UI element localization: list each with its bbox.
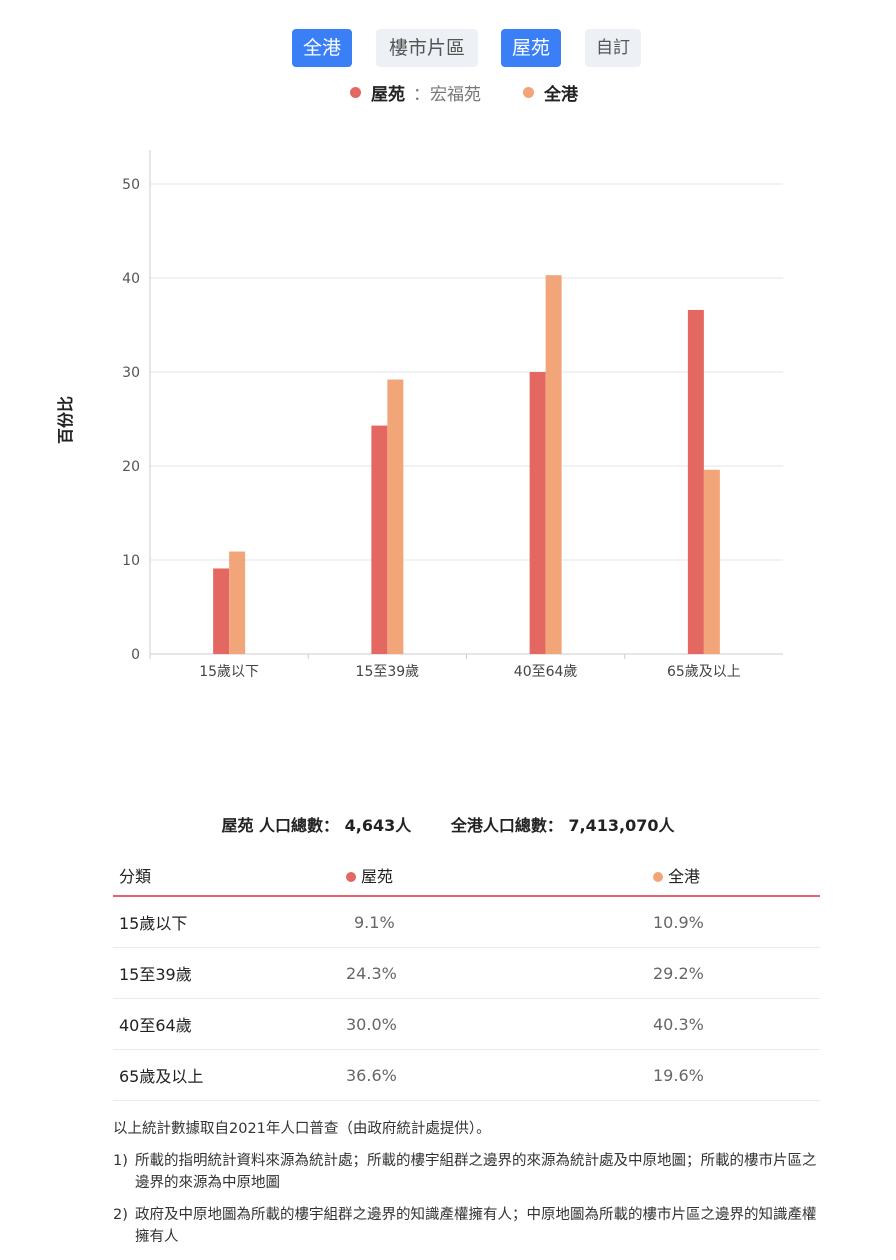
bar-estate (213, 568, 230, 654)
x-tick-label: 40至64歲 (514, 664, 578, 680)
legend-hk-label: 全港 (544, 85, 578, 105)
x-tick-label: 65歲及以上 (667, 664, 741, 680)
y-tick-label: 20 (122, 459, 140, 475)
data-table: 分類 屋苑 全港 15歲以下 9.1% 10.9% 15至39歲 24.3% 29.2% 4… (113, 855, 820, 1101)
cell-category: 40至64歲 (113, 998, 340, 1050)
notes: 以上統計數據取自2021年人口普查（由政府統計處提供）。 1) 所載的指明統計資料… (113, 1118, 828, 1258)
header-hk: 全港 (647, 855, 820, 897)
y-tick-label: 40 (122, 271, 140, 287)
x-tick-label: 15歲以下 (199, 664, 259, 680)
table-row: 65歲及以上 36.6% 19.6% (113, 1049, 820, 1101)
bar-estate (529, 372, 546, 654)
x-tick-label: 15至39歲 (356, 664, 420, 680)
hk-total: 全港人口總數： 7,413,070人 (450, 816, 675, 835)
cell-category: 65歲及以上 (113, 1049, 340, 1101)
tab-hk[interactable]: 全港 (292, 29, 352, 67)
note-item: 1) 所載的指明統計資料來源為統計處；所載的樓宇組群之邊界的來源為統計處及中原地圖… (113, 1153, 817, 1191)
estate-total: 屋苑 人口總數： 4,643人 (221, 816, 412, 835)
header-category: 分類 (113, 855, 340, 897)
legend-estate-name: ：宏福苑 (413, 85, 481, 105)
y-tick-label: 50 (122, 177, 140, 193)
cell-hk: 40.3% (647, 998, 820, 1050)
table-row: 15歲以下 9.1% 10.9% (113, 896, 820, 948)
cell-category: 15歲以下 (113, 896, 340, 948)
note-item: 2) 政府及中原地圖為所載的樓宇組群之邊界的知識產權擁有人；中原地圖為所載的樓市片… (113, 1207, 817, 1245)
bar-hk (387, 379, 404, 654)
estate-dot-icon (350, 87, 361, 98)
bar-estate (371, 425, 388, 654)
cell-estate: 30.0% (340, 998, 647, 1050)
cell-hk: 10.9% (647, 896, 820, 948)
cell-hk: 29.2% (647, 947, 820, 999)
cell-hk: 19.6% (647, 1049, 820, 1101)
population-totals: 屋苑 人口總數： 4,643人 全港人口總數： 7,413,070人 (0, 812, 896, 836)
header-estate: 屋苑 (340, 855, 647, 897)
bar-hk (703, 469, 720, 654)
tab-district[interactable]: 樓市片區 (376, 29, 478, 67)
tab-estate[interactable]: 屋苑 (501, 29, 561, 67)
bar-estate (687, 309, 704, 654)
notes-intro: 以上統計數據取自2021年人口普查（由政府統計處提供）。 (113, 1121, 491, 1137)
bar-hk (229, 551, 246, 654)
cell-estate: 9.1% (340, 896, 647, 948)
legend-estate-label: 屋苑 (371, 85, 405, 105)
bar-hk (545, 275, 562, 654)
legend-estate: 屋苑 ：宏福苑 (350, 80, 481, 105)
legend-hk: 全港 (523, 80, 578, 105)
bar-chart: 0 10 20 30 40 50 15歲以下 15至39歲 40至64歲 65歲及以上 (122, 150, 783, 680)
cell-estate: 36.6% (340, 1049, 647, 1101)
y-tick-label: 0 (131, 647, 140, 663)
cell-category: 15至39歲 (113, 947, 340, 999)
table-row: 15至39歲 24.3% 29.2% (113, 947, 820, 999)
table-row: 40至64歲 30.0% 40.3% (113, 998, 820, 1050)
tab-custom[interactable]: 自訂 (585, 29, 641, 67)
hk-dot-icon (523, 87, 534, 98)
cell-estate: 24.3% (340, 947, 647, 999)
y-tick-label: 30 (122, 365, 140, 381)
y-tick-label: 10 (122, 553, 140, 569)
